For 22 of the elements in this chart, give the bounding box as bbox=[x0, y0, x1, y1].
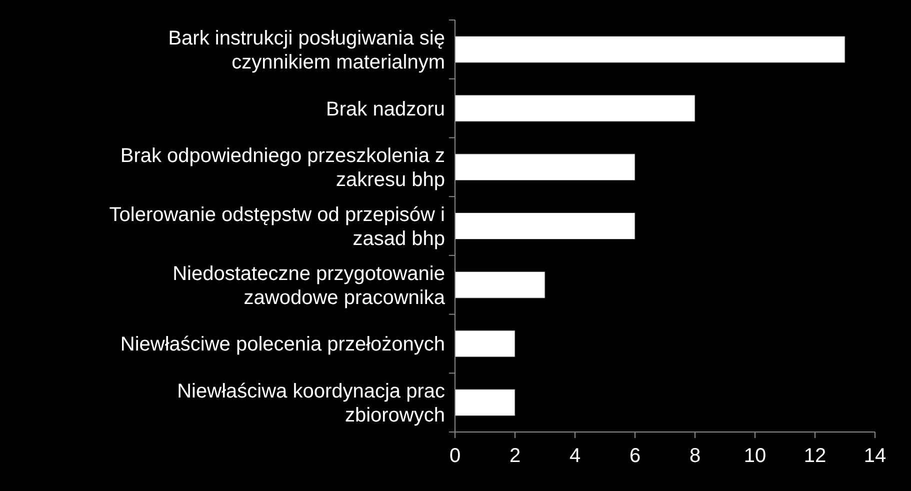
y-tick-label: Niewłaściwe polecenia przełożonych bbox=[120, 334, 445, 356]
y-tick-label: Brak odpowiedniego przeszkolenia z zakresu bhp bbox=[120, 145, 445, 192]
x-tick-label: 8 bbox=[689, 445, 701, 467]
x-tick-label: 2 bbox=[509, 445, 521, 467]
bar bbox=[454, 271, 546, 298]
x-tick-label: 14 bbox=[864, 445, 886, 467]
bar bbox=[454, 36, 846, 63]
bar bbox=[454, 330, 516, 358]
x-tick-label: 0 bbox=[449, 445, 461, 467]
bar bbox=[454, 154, 636, 181]
y-tick-label: Brak nadzoru bbox=[326, 98, 445, 120]
bar bbox=[454, 94, 696, 122]
bar bbox=[454, 389, 516, 416]
y-tick-label: Niedostateczne przygotowanie zawodowe pracownika bbox=[172, 262, 446, 309]
x-tick-label: 6 bbox=[629, 445, 641, 467]
y-tick-label: Bark instrukcji posługiwania się czynnikiem materialnym bbox=[168, 27, 445, 74]
x-tick-label: 10 bbox=[744, 445, 766, 467]
x-tick-label: 4 bbox=[569, 445, 581, 467]
y-tick-label: Tolerowanie odstępstw od przepisów i zasad bhp bbox=[109, 204, 445, 250]
bar bbox=[454, 212, 636, 240]
x-tick-label: 12 bbox=[804, 445, 826, 467]
y-tick-label: Niewłaściwa koordynacja prac zbiorowych bbox=[177, 380, 445, 427]
